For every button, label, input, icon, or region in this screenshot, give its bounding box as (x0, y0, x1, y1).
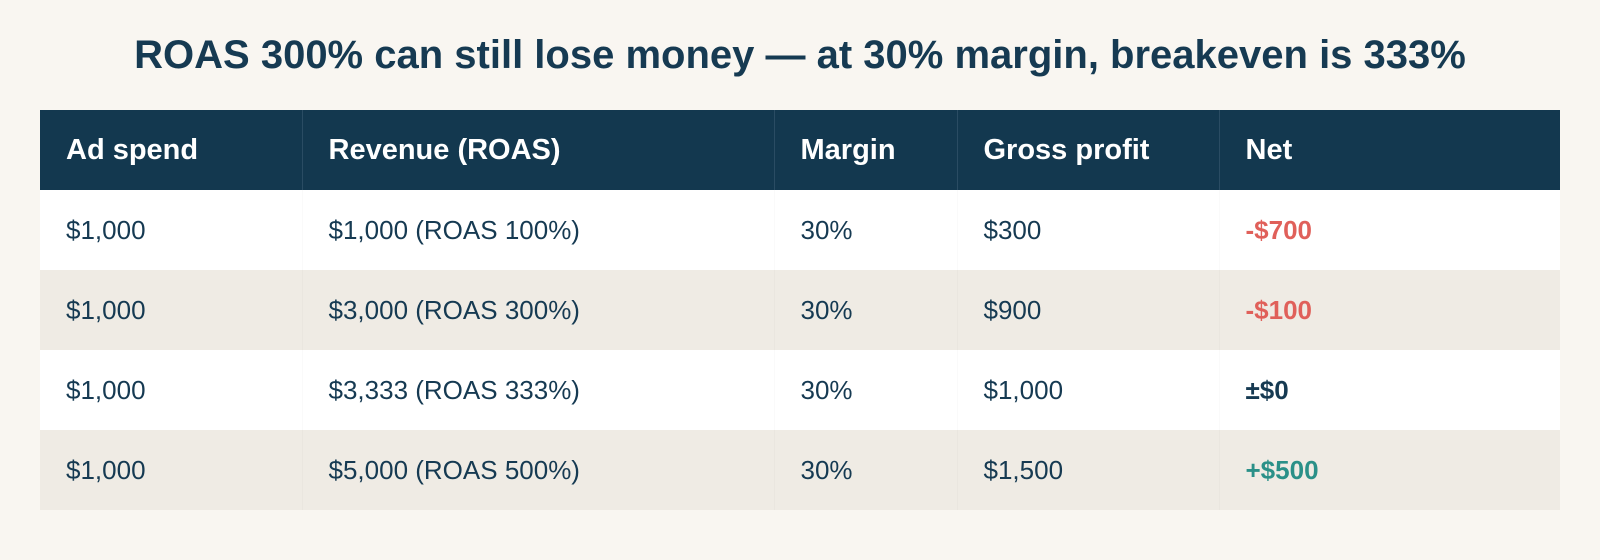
margin-cell: 30% (774, 350, 957, 430)
table-row: $1,000 $5,000 (ROAS 500%) 30% $1,500 +$5… (40, 430, 1560, 510)
gross-profit-cell: $900 (957, 270, 1219, 350)
column-header-margin: Margin (773, 110, 957, 190)
margin-cell: 30% (774, 270, 957, 350)
table-row: $1,000 $3,333 (ROAS 333%) 30% $1,000 ±$0 (40, 350, 1560, 430)
net-cell: +$500 (1219, 430, 1560, 510)
header-row: Ad spend Revenue (ROAS) Margin Gross pro… (40, 110, 1560, 190)
revenue-cell: $5,000 (ROAS 500%) (302, 430, 774, 510)
revenue-cell: $3,333 (ROAS 333%) (302, 350, 774, 430)
ad-spend-cell: $1,000 (40, 430, 302, 510)
gross-profit-cell: $1,000 (957, 350, 1219, 430)
revenue-cell: $1,000 (ROAS 100%) (302, 190, 774, 270)
table-row: $1,000 $1,000 (ROAS 100%) 30% $300 -$700 (40, 190, 1560, 270)
column-header-ad-spend: Ad spend (40, 110, 302, 190)
ad-spend-cell: $1,000 (40, 350, 302, 430)
ad-spend-cell: $1,000 (40, 190, 302, 270)
margin-cell: 30% (774, 190, 957, 270)
table-row: $1,000 $3,000 (ROAS 300%) 30% $900 -$100 (40, 270, 1560, 350)
net-cell: -$700 (1219, 190, 1560, 270)
margin-cell: 30% (774, 430, 957, 510)
page-title: ROAS 300% can still lose money — at 30% … (134, 33, 1466, 77)
ad-spend-cell: $1,000 (40, 270, 302, 350)
revenue-cell: $3,000 (ROAS 300%) (302, 270, 774, 350)
table-body: $1,000 $1,000 (ROAS 100%) 30% $300 -$700… (40, 190, 1560, 510)
roas-table: Ad spend Revenue (ROAS) Margin Gross pro… (40, 110, 1560, 510)
net-cell: -$100 (1219, 270, 1560, 350)
column-header-net: Net (1218, 110, 1560, 190)
gross-profit-cell: $300 (957, 190, 1219, 270)
column-header-revenue: Revenue (ROAS) (301, 110, 774, 190)
table-header: Ad spend Revenue (ROAS) Margin Gross pro… (40, 110, 1560, 190)
column-header-gross-profit: Gross profit (956, 110, 1219, 190)
gross-profit-cell: $1,500 (957, 430, 1219, 510)
net-cell: ±$0 (1219, 350, 1560, 430)
